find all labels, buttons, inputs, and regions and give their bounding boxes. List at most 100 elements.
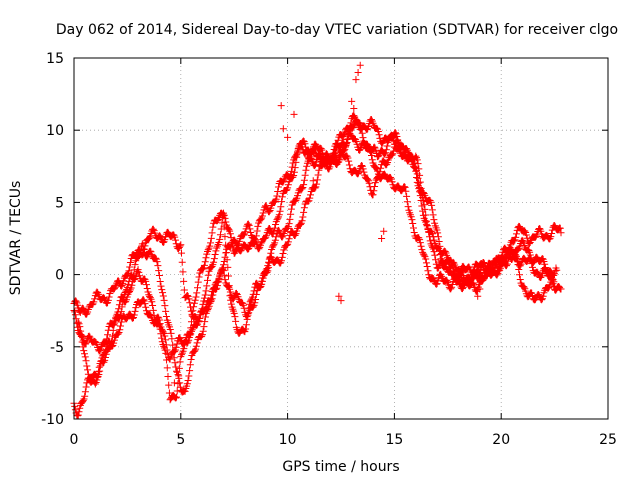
data-point [271,236,279,244]
data-point [204,247,211,255]
data-point [71,406,79,414]
data-point [186,329,194,337]
data-point [429,211,437,219]
data-point [243,315,251,323]
data-point [506,244,514,252]
data-point [225,272,233,280]
data-point [141,300,149,308]
data-point [512,233,520,241]
data-point [338,148,346,156]
data-point [549,280,557,288]
data-point [204,276,211,284]
data-point [311,162,319,170]
data-point [348,97,356,105]
data-point [117,322,125,330]
data-point [224,263,232,271]
data-point [159,289,167,297]
data-point [302,143,310,151]
data-point [556,224,564,232]
axis-ticks [73,57,609,420]
data-point [435,237,443,245]
data-point [188,312,196,320]
data-point [112,312,120,320]
data-point [270,227,278,235]
data-point [358,161,366,169]
data-point [74,412,82,420]
data-point [269,242,277,250]
data-point [124,281,132,289]
data-point [146,311,154,319]
data-point [529,259,537,267]
data-point [249,290,257,298]
data-point [161,302,169,310]
data-point [358,129,366,137]
data-point [257,215,265,223]
data-point [75,320,83,328]
data-point [429,275,437,283]
data-point [216,231,224,239]
data-point [162,312,170,320]
data-point [159,292,167,300]
data-point [200,323,208,331]
data-point [369,191,377,199]
data-point [225,282,233,290]
data-point [110,285,118,293]
data-point [277,203,285,211]
data-point [276,207,284,215]
data-point [525,292,533,300]
data-point [271,224,279,232]
data-point [278,193,286,201]
data-point [371,182,379,190]
data-point [469,279,477,287]
data-point [346,122,354,130]
data-point [176,358,184,366]
data-point [344,154,352,162]
data-point [402,187,410,195]
data-point [376,168,384,176]
data-point [426,237,434,245]
data-point [71,311,79,319]
data-point [149,306,157,314]
data-point [354,68,362,76]
data-point [333,140,341,148]
data-point [227,242,235,250]
data-point [447,285,455,293]
data-point [258,277,266,285]
data-point [156,277,164,285]
data-point [77,332,85,340]
data-point [125,267,133,275]
data-point [390,147,398,155]
data-point [135,268,143,276]
data-point [148,298,156,306]
data-point [483,264,491,272]
plot-frame [73,57,609,420]
data-point [208,262,216,270]
data-point [363,126,371,134]
data-point [213,282,221,290]
data-point [414,160,422,168]
data-point [153,258,161,266]
data-point [80,347,88,355]
chart-title: Day 062 of 2014, Sidereal Day-to-day VTE… [56,22,618,38]
data-point [278,253,286,261]
data-point [273,192,281,200]
data-point [132,304,140,312]
data-point [350,112,358,120]
data-point [104,296,112,304]
data-point [83,310,91,318]
data-point [381,150,389,158]
data-point [504,248,512,256]
data-point [520,283,528,291]
data-point [334,158,342,166]
data-point [285,220,293,228]
data-point [163,364,171,372]
data-point [254,222,262,230]
data-point [437,271,445,279]
data-point [352,76,360,84]
data-point [247,296,255,304]
data-point [335,292,343,300]
data-point [206,242,214,250]
data-point [214,278,222,286]
data-point [209,223,217,231]
data-point [383,160,391,168]
